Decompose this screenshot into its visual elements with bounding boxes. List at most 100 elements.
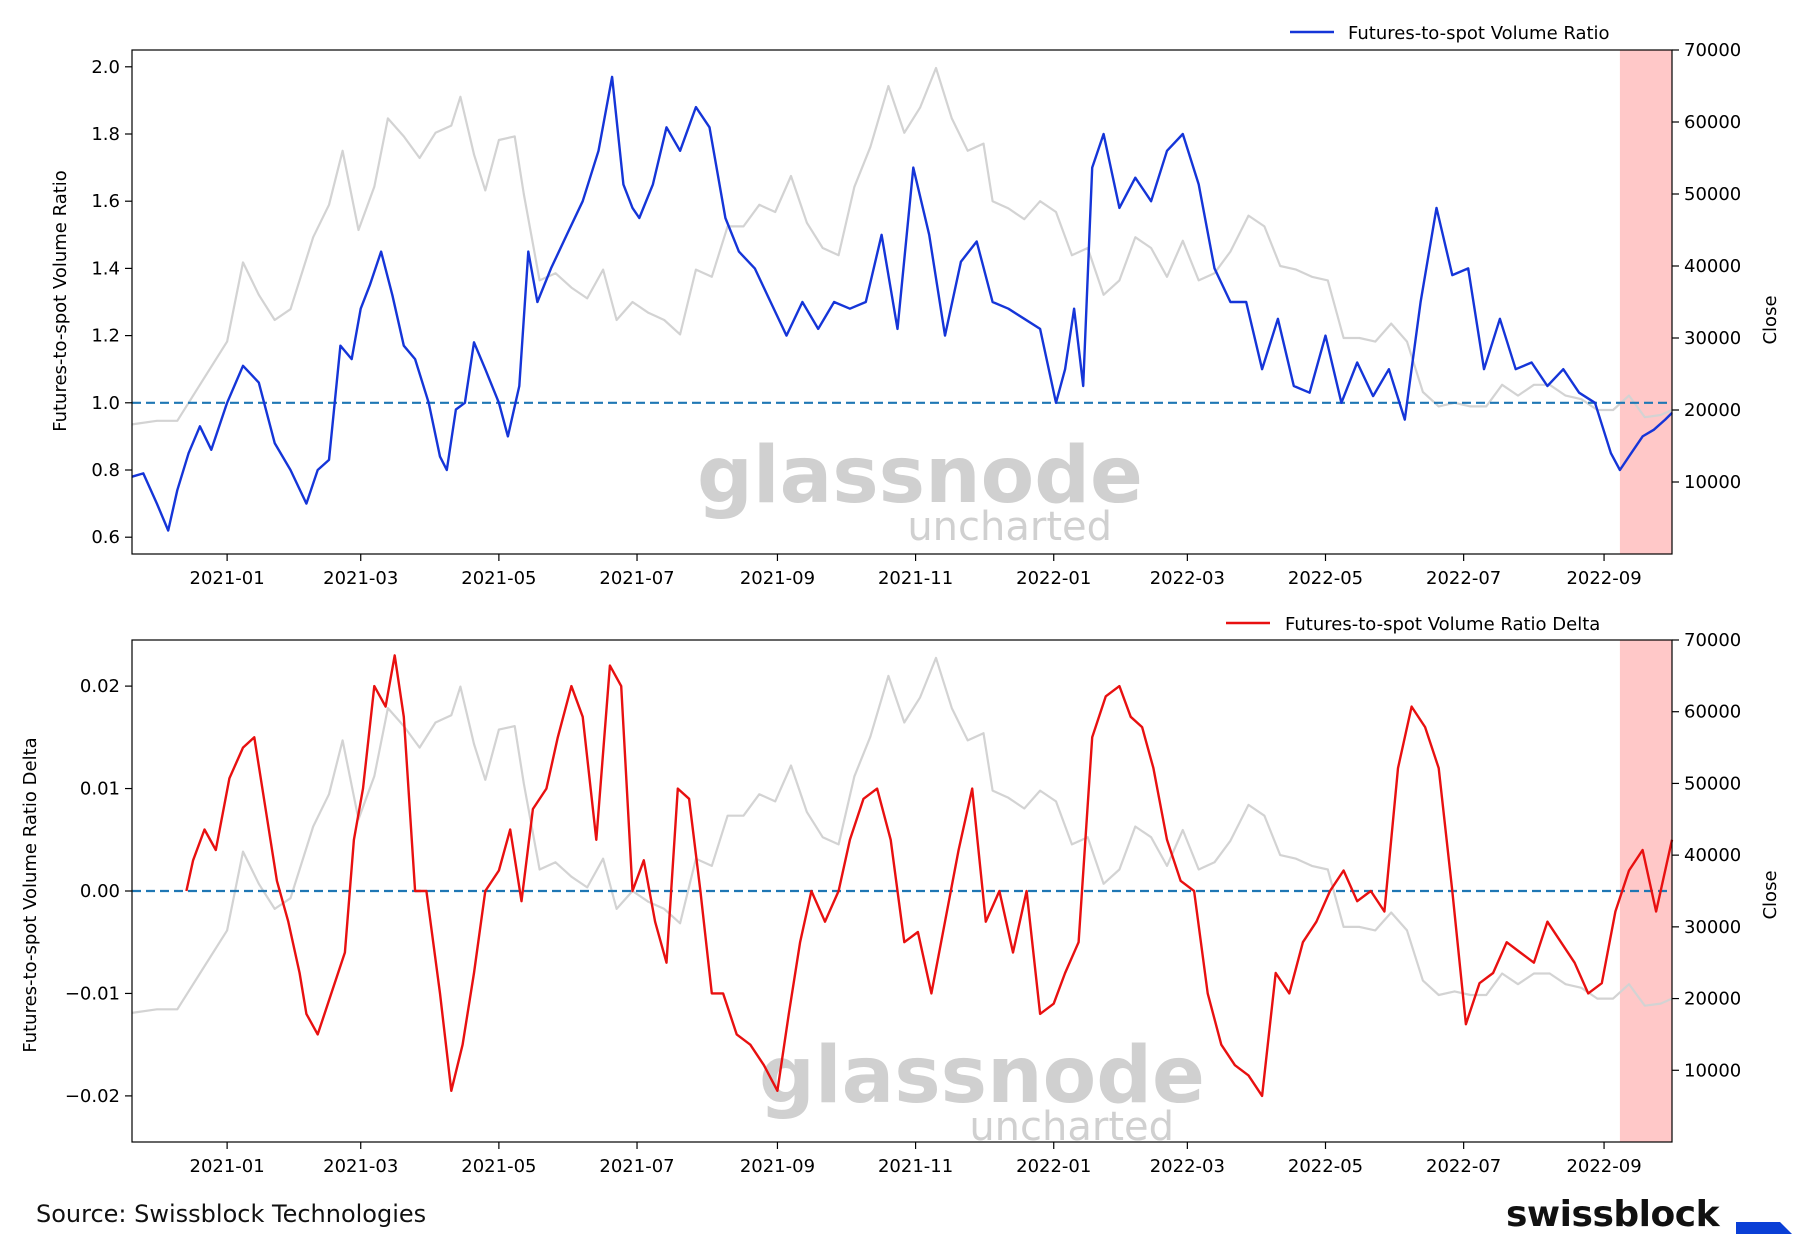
close-line-point	[806, 811, 808, 813]
close-line-point	[743, 815, 745, 817]
close-line-point	[1279, 265, 1281, 267]
ratio-line-point	[177, 489, 179, 491]
delta-line-point	[288, 921, 290, 923]
y-tick-label: 1.6	[91, 191, 120, 212]
close-line-point	[328, 204, 330, 206]
close-line-point	[790, 765, 792, 767]
x-tick-label: 2022-07	[1426, 1156, 1501, 1177]
close-line-point	[1182, 240, 1184, 242]
close-line-point	[935, 657, 937, 659]
ratio-line-point	[485, 368, 487, 370]
delta-line-point	[1547, 921, 1549, 923]
delta-line-point	[1234, 1064, 1236, 1066]
delta-line-point	[1452, 890, 1454, 892]
ratio-line-point	[1515, 368, 1517, 370]
delta-line-point	[620, 685, 622, 687]
ratio-line-point	[833, 301, 835, 303]
x-axis-ticks: 2021-01 2021-03 2021-05 2021-07 2021-09 2021-…	[190, 1142, 1642, 1177]
y-tick-label: 0.8	[91, 460, 120, 481]
close-line-point	[177, 1009, 179, 1011]
ratio-line-point	[1064, 368, 1066, 370]
ratio-line-point	[1436, 207, 1438, 209]
close-line-point	[1359, 926, 1361, 928]
close-line-point	[342, 150, 344, 152]
delta-line-point	[931, 993, 933, 995]
close-line-point	[602, 858, 604, 860]
delta-line-point	[317, 1034, 319, 1036]
ratio-line-point	[290, 469, 292, 471]
close-line-point	[1071, 844, 1073, 846]
y-tick-label: 0.6	[91, 527, 120, 548]
delta-line-point	[439, 993, 441, 995]
delta-line-point	[509, 829, 511, 831]
close-line-point	[571, 287, 573, 289]
ratio-line-point	[403, 345, 405, 347]
close-line-point	[1406, 341, 1408, 343]
close-line-point	[663, 319, 665, 321]
y2-axis-ticks: 10000 20000 30000 40000 50000 60000 70000	[1672, 630, 1741, 1081]
delta-line-point	[265, 808, 267, 810]
ratio-line-point	[976, 241, 978, 243]
delta-line-point	[403, 716, 405, 718]
close-line-point	[679, 923, 681, 925]
close-line-point	[1103, 883, 1105, 885]
close-line-point	[1375, 930, 1377, 932]
close-line-point	[992, 790, 994, 792]
close-line-point	[387, 707, 389, 709]
close-line-point	[919, 107, 921, 109]
ratio-line-point	[1499, 318, 1501, 320]
close-line-point	[727, 815, 729, 817]
ratio-line-point	[1245, 301, 1247, 303]
ratio-line-point	[143, 473, 145, 475]
close-line-point	[967, 740, 969, 742]
delta-line-point	[1316, 921, 1318, 923]
plot-frame	[131, 49, 1673, 555]
ratio-line-point	[632, 207, 634, 209]
watermark-sub: uncharted	[907, 504, 1112, 550]
close-line-point	[242, 851, 244, 853]
close-line-point	[774, 211, 776, 213]
close-line-point	[374, 186, 376, 188]
close-line-point	[1660, 1003, 1662, 1005]
close-line-point	[838, 844, 840, 846]
legend: Futures-to-spot Volume Ratio	[1290, 23, 1610, 44]
ratio-line-point	[464, 402, 466, 404]
close-line-point	[1359, 337, 1361, 339]
delta-line-point	[1193, 890, 1195, 892]
ratio-line-point	[802, 301, 804, 303]
delta-line-point	[904, 941, 906, 943]
x-tick-label: 2022-03	[1150, 568, 1225, 589]
y2-tick-label: 10000	[1684, 472, 1741, 493]
delta-line-point	[722, 993, 724, 995]
close-line-point	[1517, 983, 1519, 985]
watermark-main: glassnode	[759, 1031, 1205, 1121]
delta-line-point	[374, 685, 376, 687]
ratio-line-point	[817, 328, 819, 330]
ratio-line-point	[754, 268, 756, 270]
ratio-line-point	[498, 402, 500, 404]
close-line-point	[539, 869, 541, 871]
close-line-point	[1486, 994, 1488, 996]
close-line-point	[1039, 200, 1041, 202]
delta-line-point	[1039, 1013, 1041, 1015]
ratio-line-point	[1467, 268, 1469, 270]
close-line-point	[854, 776, 856, 778]
y2-tick-label: 40000	[1684, 256, 1741, 277]
ratio-line-point	[1563, 368, 1565, 370]
close-line-point	[1119, 280, 1121, 282]
close-line-point	[1644, 1005, 1646, 1007]
close-line-point	[1597, 998, 1599, 1000]
delta-line-point	[654, 921, 656, 923]
delta-line-point	[609, 665, 611, 667]
close-line-point	[1501, 973, 1503, 975]
close-line-point	[616, 908, 618, 910]
x-tick-label: 2021-03	[323, 1156, 398, 1177]
ratio-line-point	[1325, 335, 1327, 337]
ratio-line-point	[1594, 402, 1596, 404]
close-line-point	[1182, 829, 1184, 831]
delta-line-point	[711, 993, 713, 995]
close-line-point	[1628, 395, 1630, 397]
ratio-line-point	[1166, 150, 1168, 152]
close-line-point	[1438, 994, 1440, 996]
